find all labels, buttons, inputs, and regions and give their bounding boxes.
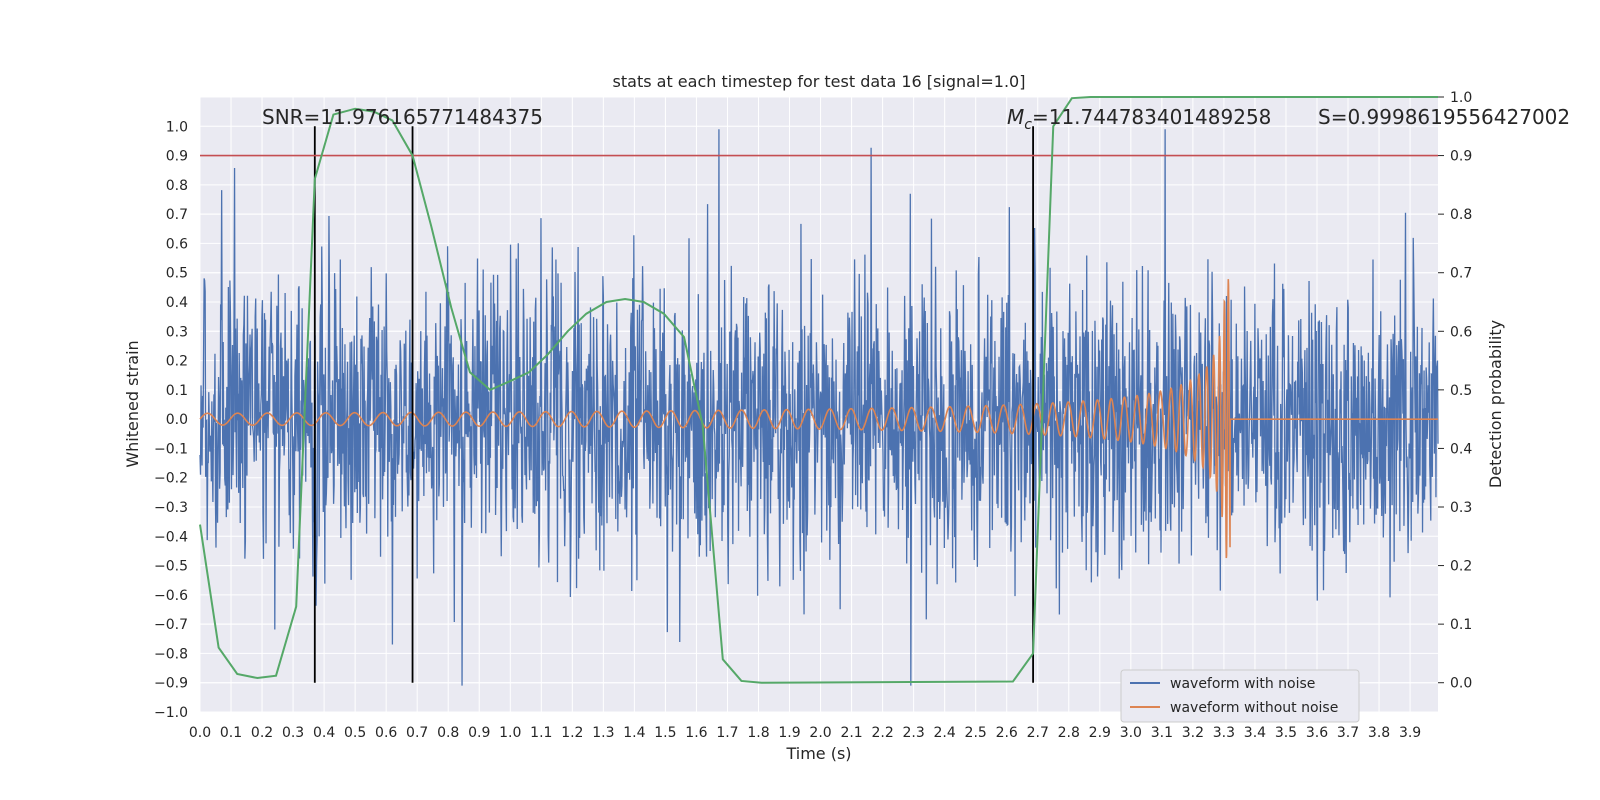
y-left-tick-label: −0.9: [154, 676, 188, 692]
clean-trace: [199, 279, 1438, 559]
chirp-mass-symbol: M: [1007, 105, 1024, 129]
x-tick-label: 2.3: [903, 725, 925, 741]
x-tick-label: 3.5: [1275, 725, 1297, 741]
y-axis-right-ticks: 1.0 0.9 0.8 0.7 0.6 0.5 0.4 0.3 0.2 0.1 0.0: [1438, 90, 1472, 692]
y-left-tick-label: 0.8: [166, 178, 188, 194]
y-left-tick-label: −0.8: [154, 646, 188, 662]
x-tick-label: 1.4: [623, 725, 645, 741]
x-tick-label: 0.7: [406, 725, 428, 741]
x-tick-label: 3.2: [1182, 725, 1204, 741]
x-tick-label: 0.0: [189, 725, 211, 741]
y-left-tick-label: −1.0: [154, 705, 188, 721]
y-right-tick-label: 0.4: [1450, 441, 1472, 457]
x-tick-label: 0.9: [468, 725, 490, 741]
y-right-tick-label: 0.2: [1450, 559, 1472, 575]
series-waveform-with-noise: [199, 129, 1439, 686]
y-left-tick-label: 0.0: [166, 412, 188, 428]
y-left-tick-label: −0.7: [154, 617, 188, 633]
y-left-tick-label: 0.4: [166, 295, 188, 311]
x-tick-label: 2.4: [934, 725, 956, 741]
y-left-tick-label: 0.6: [166, 236, 188, 252]
x-tick-label: 0.2: [251, 725, 273, 741]
x-tick-label: 3.0: [1120, 725, 1142, 741]
x-tick-label: 1.5: [654, 725, 676, 741]
legend: waveform with noise waveform without noi…: [1120, 669, 1360, 723]
x-tick-label: 3.6: [1306, 725, 1328, 741]
y-left-tick-label: 1.0: [166, 119, 188, 135]
x-tick-label: 2.1: [840, 725, 862, 741]
x-tick-label: 1.2: [561, 725, 583, 741]
x-tick-label: 1.1: [530, 725, 552, 741]
x-tick-label: 1.6: [685, 725, 707, 741]
x-tick-label: 0.8: [437, 725, 459, 741]
x-tick-label: 0.6: [375, 725, 397, 741]
x-tick-label: 2.5: [965, 725, 987, 741]
x-tick-label: 2.6: [996, 725, 1018, 741]
score-annotation: S=0.9998619556427002: [1318, 105, 1570, 129]
series-waveform-without-noise: [199, 279, 1438, 559]
x-tick-label: 1.0: [499, 725, 521, 741]
y-left-tick-label: 0.3: [166, 324, 188, 340]
y-axis-left-ticks: 1.0 0.9 0.8 0.7 0.6 0.5 0.4 0.3 0.2 0.1 0.0 −0.1 −0.…: [154, 119, 188, 721]
y-right-tick-label: 1.0: [1450, 90, 1472, 106]
y-right-tick-label: 0.9: [1450, 149, 1472, 165]
legend-box: [1120, 669, 1360, 723]
y-axis-left-label: Whitened strain: [123, 340, 142, 467]
x-tick-label: 3.4: [1244, 725, 1266, 741]
y-left-tick-label: −0.5: [154, 559, 188, 575]
y-right-tick-label: 0.1: [1450, 617, 1472, 633]
y-right-tick-label: 0.7: [1450, 266, 1472, 282]
y-axis-right-label: Detection probability: [1486, 320, 1505, 488]
x-tick-label: 3.9: [1399, 725, 1421, 741]
probability-trace: [199, 96, 1438, 684]
y-left-tick-label: −0.1: [154, 441, 188, 457]
chart-title: stats at each timestep for test data 16 …: [613, 72, 1026, 91]
y-right-tick-label: 0.0: [1450, 676, 1472, 692]
legend-noise-label: waveform with noise: [1170, 676, 1315, 692]
chirp-mass-subscript: c: [1024, 117, 1032, 133]
x-tick-label: 2.0: [809, 725, 831, 741]
series-detection-probability: [199, 96, 1438, 684]
chirp-mass-annotation: Mc=11.744783401489258: [1007, 105, 1271, 133]
chirp-mass-value: =11.744783401489258: [1032, 105, 1271, 129]
x-tick-label: 3.8: [1368, 725, 1390, 741]
y-right-tick-label: 0.3: [1450, 500, 1472, 516]
y-left-tick-label: −0.4: [154, 529, 188, 545]
legend-clean-label: waveform without noise: [1170, 700, 1338, 716]
x-tick-label: 0.1: [220, 725, 242, 741]
x-tick-label: 1.3: [592, 725, 614, 741]
y-left-tick-label: −0.6: [154, 588, 188, 604]
x-tick-label: 1.9: [778, 725, 800, 741]
y-right-tick-label: 0.8: [1450, 207, 1472, 223]
y-left-tick-label: 0.7: [166, 207, 188, 223]
x-axis-label: Time (s): [785, 744, 851, 763]
x-axis-ticks: 0.0 0.1 0.2 0.3 0.4 0.5 0.6 0.7 0.8 0.9 1.0 1.1 1.2 1…: [189, 725, 1421, 741]
x-tick-label: 0.3: [282, 725, 304, 741]
x-tick-label: 0.5: [344, 725, 366, 741]
x-tick-label: 3.1: [1151, 725, 1173, 741]
x-tick-label: 2.9: [1089, 725, 1111, 741]
snr-annotation: SNR=11.976165771484375: [262, 105, 543, 129]
x-tick-label: 2.7: [1027, 725, 1049, 741]
x-tick-label: 1.8: [747, 725, 769, 741]
y-left-tick-label: 0.5: [166, 266, 188, 282]
x-tick-label: 3.3: [1213, 725, 1235, 741]
x-tick-label: 2.8: [1058, 725, 1080, 741]
vertical-markers: [313, 126, 1034, 683]
x-tick-label: 3.7: [1337, 725, 1359, 741]
x-tick-label: 0.4: [313, 725, 335, 741]
x-tick-label: 1.7: [716, 725, 738, 741]
y-left-tick-label: 0.1: [166, 383, 188, 399]
y-left-tick-label: 0.9: [166, 149, 188, 165]
y-left-tick-label: 0.2: [166, 354, 188, 370]
y-right-tick-label: 0.5: [1450, 383, 1472, 399]
y-left-tick-label: −0.3: [154, 500, 188, 516]
y-right-tick-label: 0.6: [1450, 324, 1472, 340]
x-tick-label: 2.2: [871, 725, 893, 741]
noise-trace: [199, 129, 1439, 686]
y-left-tick-label: −0.2: [154, 471, 188, 487]
